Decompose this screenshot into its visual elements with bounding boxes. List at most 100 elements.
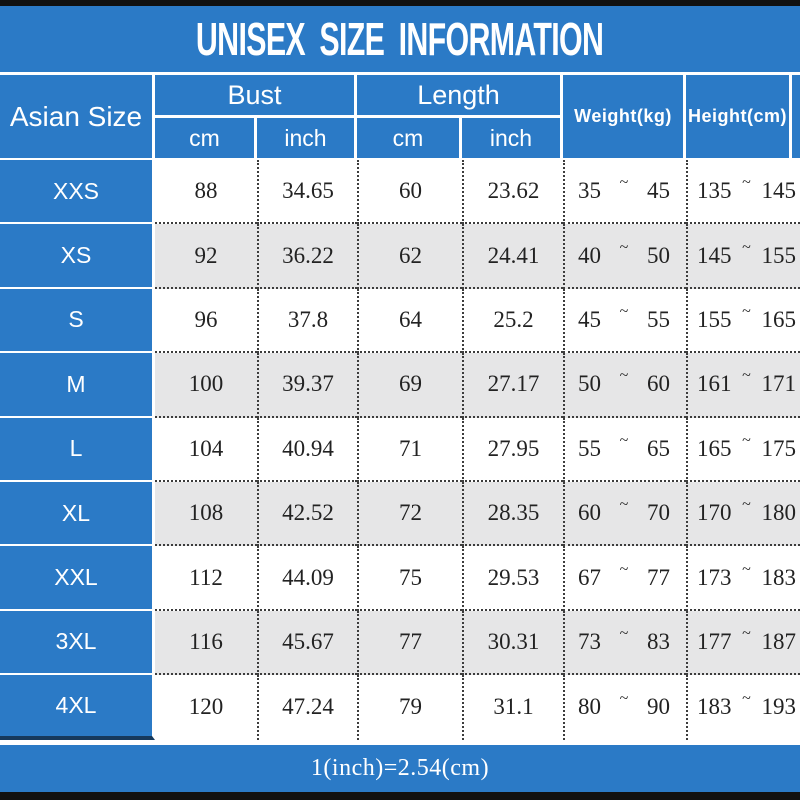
tilde-symbol: ~ [742, 431, 751, 449]
height-range: 177 ~ 187 [686, 610, 800, 676]
length-cm-value: 72 [357, 481, 462, 547]
header-bust-inch: inch [257, 118, 357, 158]
table-header: Asian Size Bust Length Weight(kg) Height… [0, 75, 800, 160]
tilde-symbol: ~ [742, 367, 751, 385]
length-cm-value: 75 [357, 546, 462, 611]
tilde-symbol: ~ [619, 560, 629, 578]
header-height: Height(cm) [686, 75, 792, 158]
table-row: S 96 37.8 64 25.2 45 ~ 55 155 ~ 165 [0, 288, 800, 354]
height-max: 180 [761, 500, 797, 526]
height-min: 177 [697, 628, 732, 654]
tilde-symbol: ~ [619, 174, 629, 192]
weight-min: 50 [578, 371, 601, 397]
weight-min: 40 [578, 242, 601, 268]
height-min: 145 [697, 242, 732, 268]
weight-range: 55 ~ 65 [563, 417, 686, 482]
height-max: 145 [761, 178, 797, 204]
weight-max: 83 [647, 628, 670, 654]
length-cm-value: 79 [357, 675, 462, 740]
weight-max: 60 [647, 371, 670, 397]
bust-cm-value: 120 [155, 675, 257, 740]
height-range: 135 ~ 145 [686, 160, 800, 225]
bust-inch-value: 45.67 [257, 610, 357, 676]
weight-range: 40 ~ 50 [563, 224, 686, 289]
header-asian-size: Asian Size [0, 75, 155, 158]
table-row: XS 92 36.22 62 24.41 40 ~ 50 145 ~ 155 [0, 224, 800, 289]
weight-range: 73 ~ 83 [563, 610, 686, 676]
bust-inch-value: 44.09 [257, 546, 357, 611]
bust-inch-value: 36.22 [257, 224, 357, 289]
bust-inch-value: 47.24 [257, 675, 357, 740]
tilde-symbol: ~ [742, 302, 751, 320]
title-bar: UNISEX SIZE INFORMATION [0, 6, 800, 75]
height-range: 170 ~ 180 [686, 481, 800, 547]
height-min: 173 [697, 564, 732, 590]
size-label: 3XL [0, 610, 155, 676]
height-min: 155 [697, 306, 732, 332]
weight-min: 35 [578, 178, 601, 204]
weight-max: 70 [647, 500, 670, 526]
weight-range: 80 ~ 90 [563, 675, 686, 740]
height-max: 175 [761, 435, 797, 461]
height-min: 135 [697, 178, 732, 204]
header-length-inch: inch [462, 118, 563, 158]
length-inch-value: 31.1 [462, 675, 563, 740]
length-cm-value: 62 [357, 224, 462, 289]
size-label: S [0, 288, 155, 354]
table-row: 4XL 120 47.24 79 31.1 80 ~ 90 183 ~ 193 [0, 675, 800, 740]
height-max: 155 [761, 242, 797, 268]
height-max: 183 [761, 564, 797, 590]
height-range: 173 ~ 183 [686, 546, 800, 611]
size-label: M [0, 353, 155, 418]
weight-max: 65 [647, 435, 670, 461]
tilde-symbol: ~ [742, 496, 751, 514]
weight-min: 55 [578, 435, 601, 461]
table-row: XL 108 42.52 72 28.35 60 ~ 70 170 ~ 180 [0, 481, 800, 547]
height-max: 165 [761, 306, 797, 332]
table-row: M 100 39.37 69 27.17 50 ~ 60 161 ~ 171 [0, 353, 800, 418]
weight-min: 80 [578, 694, 601, 720]
size-label: 4XL [0, 675, 155, 740]
bust-inch-value: 37.8 [257, 288, 357, 354]
bust-cm-value: 116 [155, 610, 257, 676]
size-label: XXL [0, 546, 155, 611]
length-inch-value: 25.2 [462, 288, 563, 354]
bust-cm-value: 88 [155, 160, 257, 225]
weight-min: 67 [578, 564, 601, 590]
bust-cm-value: 108 [155, 481, 257, 547]
length-inch-value: 28.35 [462, 481, 563, 547]
length-inch-value: 30.31 [462, 610, 563, 676]
weight-min: 73 [578, 628, 601, 654]
tilde-symbol: ~ [742, 174, 751, 192]
length-cm-value: 71 [357, 417, 462, 482]
height-max: 171 [761, 371, 797, 397]
bust-inch-value: 42.52 [257, 481, 357, 547]
length-cm-value: 69 [357, 353, 462, 418]
weight-range: 35 ~ 45 [563, 160, 686, 225]
bust-cm-value: 100 [155, 353, 257, 418]
bust-cm-value: 104 [155, 417, 257, 482]
table-body: XXS 88 34.65 60 23.62 35 ~ 45 135 ~ 145 … [0, 160, 800, 740]
weight-min: 45 [578, 306, 601, 332]
header-weight: Weight(kg) [563, 75, 686, 158]
weight-range: 50 ~ 60 [563, 353, 686, 418]
tilde-symbol: ~ [619, 496, 629, 514]
bust-inch-value: 39.37 [257, 353, 357, 418]
size-label: L [0, 417, 155, 482]
header-length: Length [357, 75, 563, 118]
weight-range: 67 ~ 77 [563, 546, 686, 611]
header-bust: Bust [155, 75, 357, 118]
tilde-symbol: ~ [619, 624, 629, 642]
tilde-symbol: ~ [619, 238, 629, 256]
tilde-symbol: ~ [619, 302, 629, 320]
table-row: 3XL 116 45.67 77 30.31 73 ~ 83 177 ~ 187 [0, 610, 800, 676]
bust-inch-value: 40.94 [257, 417, 357, 482]
table-footer-gap [0, 739, 800, 745]
weight-max: 90 [647, 694, 670, 720]
table-row: XXS 88 34.65 60 23.62 35 ~ 45 135 ~ 145 [0, 160, 800, 225]
height-min: 170 [697, 500, 732, 526]
size-label: XXS [0, 160, 155, 225]
tilde-symbol: ~ [742, 624, 751, 642]
conversion-note: 1(inch)=2.54(cm) [310, 754, 490, 781]
tilde-symbol: ~ [742, 560, 751, 578]
